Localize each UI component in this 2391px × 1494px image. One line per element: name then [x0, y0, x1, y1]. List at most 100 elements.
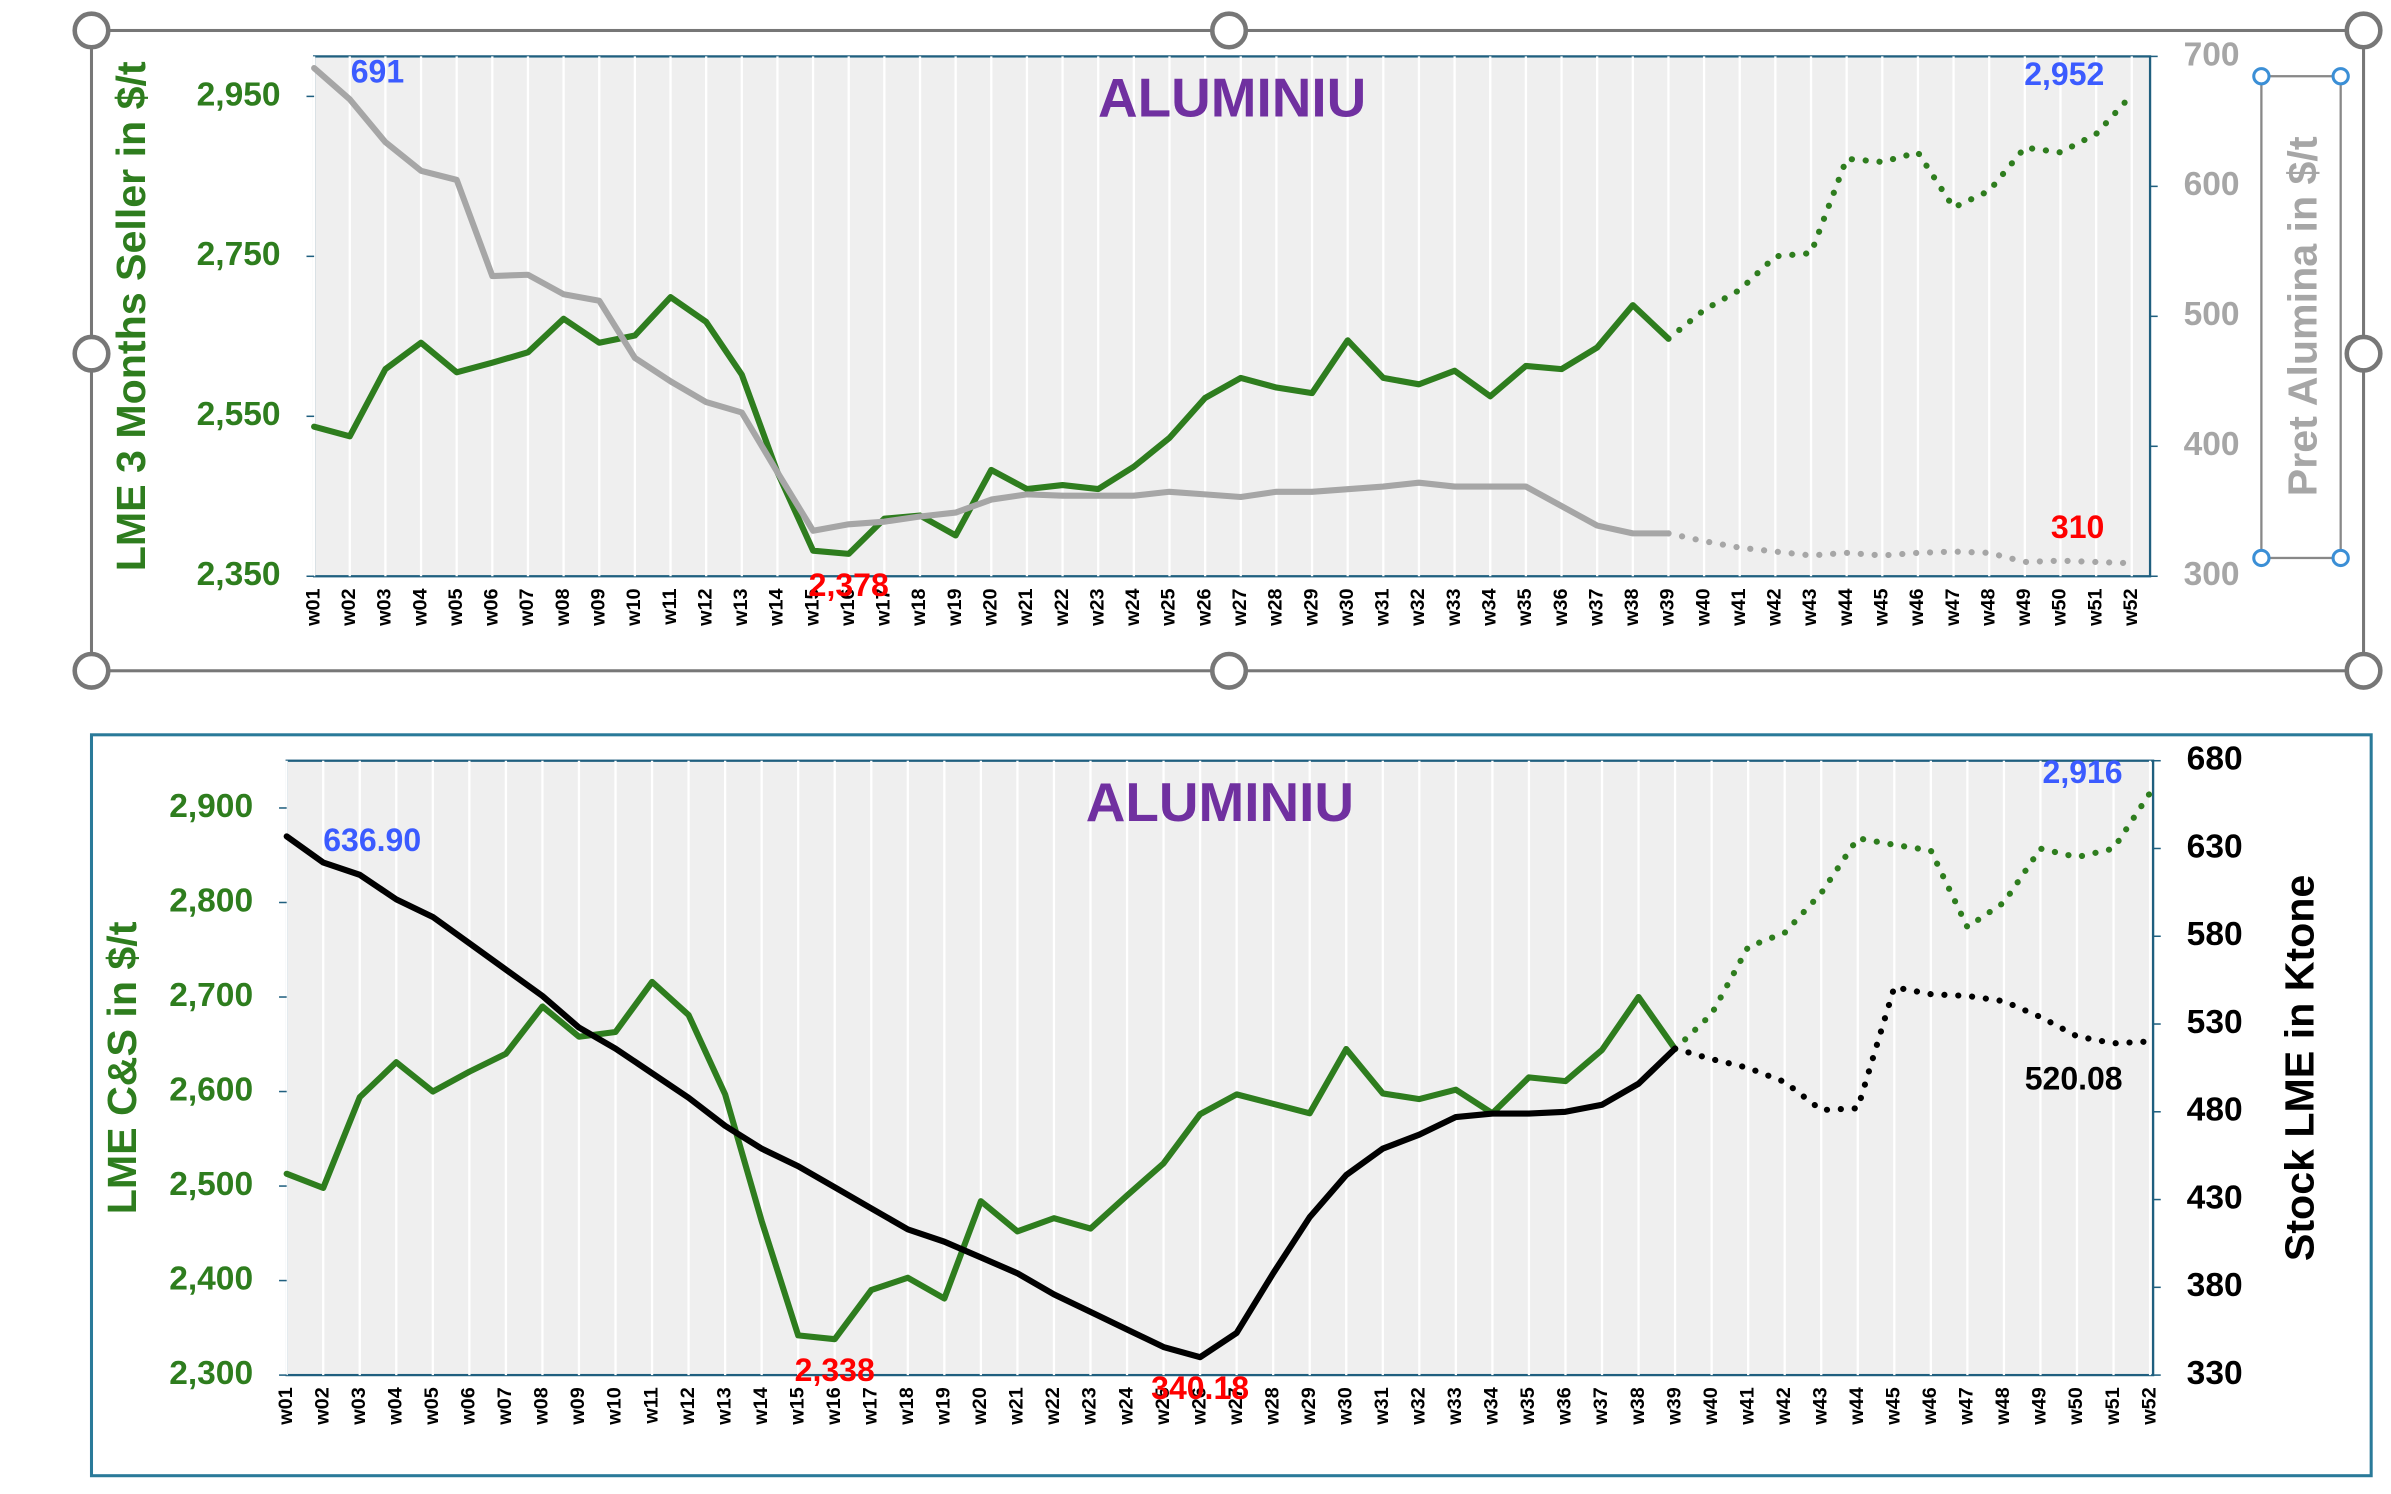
series-line — [1672, 789, 2154, 1053]
x-tick-label: w15 — [786, 1387, 808, 1425]
data-label: 691 — [351, 54, 404, 90]
x-tick-label: w08 — [531, 1387, 553, 1425]
x-tick-label: w17 — [860, 1387, 882, 1425]
x-tick-label: w17 — [873, 588, 895, 626]
y2-tick-label: 500 — [2184, 296, 2240, 333]
x-tick-label: w43 — [1809, 1387, 1831, 1425]
x-tick-label: w44 — [1846, 1387, 1868, 1425]
handle[interactable] — [72, 11, 111, 50]
x-tick-label: w36 — [1554, 1387, 1576, 1425]
x-tick-label: w35 — [1517, 1387, 1539, 1425]
x-tick-label: w36 — [1550, 588, 1572, 626]
x-tick-label: w27 — [1229, 588, 1251, 626]
handle[interactable] — [2344, 334, 2383, 373]
x-tick-label: w47 — [1956, 1387, 1978, 1425]
x-tick-label: w52 — [2120, 588, 2142, 626]
x-tick-label: w24 — [1115, 1387, 1137, 1425]
x-tick-label: w19 — [944, 588, 966, 626]
data-label: 2,378 — [809, 567, 889, 603]
y2-tick-label: 580 — [2187, 916, 2243, 953]
series-line — [311, 65, 1672, 537]
y2-axis-title: Stock LME in Ktone — [2276, 875, 2322, 1261]
handle[interactable] — [2331, 548, 2350, 568]
x-tick-label: w07 — [494, 1387, 516, 1425]
x-tick-label: w15 — [801, 588, 823, 626]
x-tick-label: w46 — [1919, 1387, 1941, 1425]
x-tick-label: w06 — [481, 588, 503, 626]
x-tick-label: w14 — [766, 588, 788, 626]
data-label: 636.90 — [323, 822, 421, 858]
x-tick-label: w20 — [969, 1387, 991, 1425]
resize-handles[interactable] — [72, 11, 2383, 690]
x-tick-label: w37 — [1590, 1387, 1612, 1425]
x-tick-label: w39 — [1663, 1387, 1685, 1425]
x-tick-label: w40 — [1692, 588, 1714, 626]
plot-area — [285, 759, 2155, 1377]
x-tick-label: w05 — [445, 588, 467, 626]
chart-title: ALUMINIU — [1086, 771, 1354, 833]
x-tick-label: w28 — [1265, 588, 1287, 626]
x-tick-label: w45 — [1883, 1387, 1905, 1425]
plot-area — [312, 55, 2152, 578]
x-tick-label: w23 — [1079, 1387, 1101, 1425]
title-selection[interactable] — [2260, 75, 2342, 560]
x-tick-label: w06 — [458, 1387, 480, 1425]
y2-tick-label: 530 — [2187, 1004, 2243, 1041]
x-tick-label: w10 — [604, 1387, 626, 1425]
chart-title: ALUMINIU — [1098, 67, 1366, 129]
x-tick-label: w44 — [1835, 588, 1857, 626]
x-tick-label: w01 — [302, 588, 324, 626]
x-tick-label: w50 — [2049, 588, 2071, 626]
x-tick-label: w26 — [1193, 588, 1215, 626]
x-tick-label: w21 — [1015, 588, 1037, 626]
x-tick-label: w24 — [1122, 588, 1144, 626]
x-tick-label: w13 — [730, 588, 752, 626]
handle[interactable] — [2344, 651, 2383, 690]
y-tick-label: 2,550 — [197, 396, 281, 433]
x-tick-label: w32 — [1408, 1387, 1430, 1425]
series-line — [1665, 91, 2135, 342]
x-tick-label: w29 — [1298, 1387, 1320, 1425]
x-tick-label: w16 — [837, 588, 859, 626]
x-tick-label: w04 — [385, 1387, 407, 1425]
x-tick-label: w10 — [623, 588, 645, 626]
x-tick-label: w47 — [1942, 588, 1964, 626]
y2-tick-label: 330 — [2187, 1355, 2243, 1392]
x-tick-label: w07 — [516, 588, 538, 626]
y2-axis-title: Pret Alumina in $/t — [2279, 136, 2325, 496]
x-tick-label: w03 — [374, 588, 396, 626]
handle[interactable] — [2331, 67, 2350, 86]
y-axis-title: LME 3 Months Seller in $/t — [108, 61, 154, 571]
x-tick-label: w35 — [1514, 588, 1536, 626]
y2-tick-label: 400 — [2184, 426, 2240, 463]
x-tick-label: w21 — [1006, 1387, 1028, 1425]
series-line — [1665, 530, 2135, 567]
series-line — [311, 294, 1672, 557]
x-tick-label: w32 — [1407, 588, 1429, 626]
y-tick-label: 2,750 — [197, 236, 281, 273]
x-tick-label: w23 — [1086, 588, 1108, 626]
chart-frame[interactable] — [89, 733, 2373, 1478]
x-tick-label: w45 — [1871, 588, 1893, 626]
x-tick-label: w46 — [1906, 588, 1928, 626]
data-label: 340.18 — [1151, 1370, 1249, 1406]
handle[interactable] — [1209, 651, 1249, 690]
x-tick-label: w28 — [1261, 1387, 1283, 1425]
handle[interactable] — [2344, 11, 2383, 50]
y-tick-label: 2,600 — [169, 1071, 253, 1108]
handle[interactable] — [72, 651, 111, 690]
handle[interactable] — [2252, 67, 2271, 86]
title-handles[interactable] — [2252, 67, 2350, 568]
x-tick-label: w09 — [567, 1387, 589, 1425]
y2-tick-label: 700 — [2184, 36, 2240, 73]
handle[interactable] — [72, 334, 111, 373]
data-label: 520.08 — [2025, 1061, 2123, 1097]
x-tick-label: w48 — [1992, 1387, 2014, 1425]
x-tick-label: w31 — [1371, 1387, 1393, 1425]
handle[interactable] — [2252, 548, 2271, 568]
y-tick-label: 2,900 — [169, 788, 253, 825]
y2-tick-label: 680 — [2187, 741, 2243, 778]
handle[interactable] — [1209, 11, 1249, 50]
x-tick-label: w49 — [2013, 588, 2035, 626]
